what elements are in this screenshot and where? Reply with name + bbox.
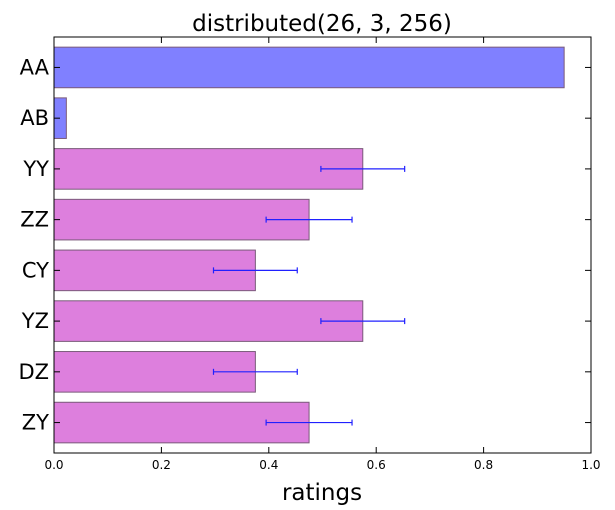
bars-layer	[53, 46, 565, 444]
x-tick-label-0: 0.0	[44, 458, 63, 472]
y-tick-label-ab: AB	[20, 106, 49, 130]
x-tick-label-4: 0.8	[474, 458, 493, 472]
x-tick-label-5: 1.0	[581, 458, 600, 472]
x-tick-label-1: 0.2	[152, 458, 171, 472]
chart-title: distributed(26, 3, 256)	[192, 11, 452, 37]
x-tick-label-2: 0.4	[259, 458, 278, 472]
y-tick-label-cy: CY	[22, 258, 49, 282]
y-tick-label-dz: DZ	[18, 360, 49, 384]
bar-aa	[53, 46, 565, 89]
ticks-layer: AA AB YY ZZ CY YZ DZ ZY 0.0 0.2 0.4 0.6 0.8 1.0	[18, 37, 601, 472]
y-tick-label-zy: ZY	[22, 411, 49, 435]
plot-frame	[53, 36, 592, 454]
x-axis-label: ratings	[282, 480, 362, 506]
y-tick-label-zz: ZZ	[20, 208, 49, 232]
y-tick-label-aa: AA	[20, 55, 50, 79]
bar-yy	[53, 148, 364, 190]
x-tick-label-3: 0.6	[367, 458, 386, 472]
bar-yz	[53, 300, 364, 342]
y-tick-label-yz: YZ	[21, 309, 49, 333]
y-tick-label-yy: YY	[22, 157, 49, 181]
